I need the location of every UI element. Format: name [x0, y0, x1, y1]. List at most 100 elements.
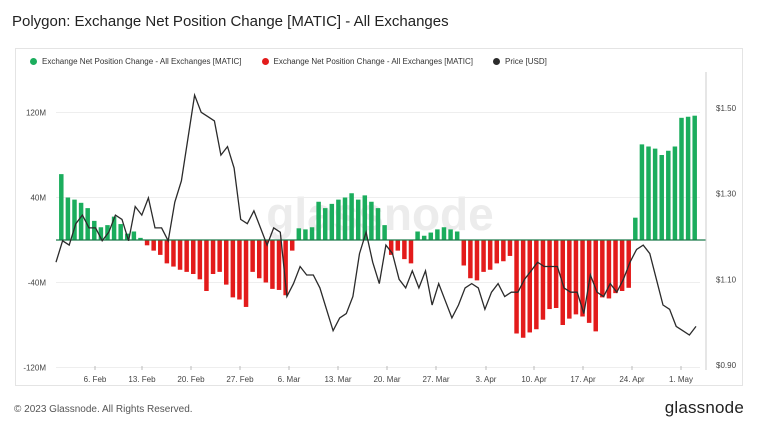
- bar[interactable]: [144, 240, 150, 246]
- bar[interactable]: [237, 240, 242, 300]
- bar[interactable]: [197, 240, 203, 280]
- bar[interactable]: [375, 208, 381, 240]
- bar[interactable]: [606, 240, 612, 299]
- bar[interactable]: [652, 148, 658, 240]
- legend-item-negative[interactable]: Exchange Net Position Change - All Excha…: [261, 57, 473, 66]
- bar[interactable]: [468, 240, 473, 279]
- bar[interactable]: [646, 146, 651, 241]
- bar[interactable]: [679, 117, 684, 240]
- bar[interactable]: [448, 229, 453, 240]
- bar[interactable]: [580, 240, 585, 317]
- bar[interactable]: [474, 240, 480, 281]
- bar[interactable]: [138, 237, 143, 240]
- bar[interactable]: [296, 228, 302, 240]
- bar[interactable]: [217, 240, 222, 272]
- bar[interactable]: [98, 227, 104, 240]
- bar[interactable]: [547, 240, 552, 310]
- bar[interactable]: [263, 240, 269, 283]
- bar[interactable]: [685, 116, 691, 240]
- bar[interactable]: [111, 216, 117, 240]
- bar[interactable]: [501, 240, 506, 262]
- bar[interactable]: [151, 240, 156, 251]
- bar[interactable]: [204, 240, 209, 291]
- bar[interactable]: [593, 240, 598, 332]
- bar[interactable]: [65, 197, 71, 241]
- bar[interactable]: [355, 199, 361, 240]
- copyright: © 2023 Glassnode. All Rights Reserved.: [14, 404, 193, 415]
- bar[interactable]: [520, 240, 526, 338]
- x-tick-label: 20. Feb: [177, 375, 205, 384]
- bar[interactable]: [573, 240, 579, 315]
- bar[interactable]: [131, 231, 137, 241]
- bar[interactable]: [619, 240, 625, 291]
- bar[interactable]: [250, 240, 255, 272]
- bar[interactable]: [613, 240, 618, 294]
- bar[interactable]: [184, 240, 189, 272]
- bar[interactable]: [276, 240, 282, 290]
- bar[interactable]: [540, 240, 546, 320]
- bar[interactable]: [481, 240, 486, 272]
- bar[interactable]: [421, 235, 427, 240]
- y-left-tick-label: -40M: [28, 279, 47, 288]
- bar[interactable]: [672, 146, 678, 241]
- bar[interactable]: [435, 229, 440, 240]
- bar[interactable]: [507, 240, 513, 256]
- bar[interactable]: [428, 232, 434, 240]
- legend-item-positive[interactable]: Exchange Net Position Change - All Excha…: [30, 57, 242, 66]
- bar[interactable]: [633, 217, 638, 240]
- bar[interactable]: [666, 150, 671, 240]
- bar[interactable]: [118, 224, 123, 240]
- bar[interactable]: [316, 201, 321, 240]
- bar[interactable]: [171, 240, 176, 267]
- bar[interactable]: [329, 203, 335, 240]
- bar[interactable]: [177, 240, 183, 270]
- bar[interactable]: [362, 195, 368, 240]
- bar[interactable]: [322, 208, 328, 240]
- bar[interactable]: [92, 220, 97, 240]
- bar[interactable]: [402, 240, 407, 260]
- bar[interactable]: [553, 240, 559, 308]
- bar[interactable]: [243, 240, 249, 307]
- bar[interactable]: [336, 199, 341, 240]
- bar[interactable]: [158, 240, 163, 255]
- bar[interactable]: [256, 240, 262, 279]
- bar[interactable]: [78, 202, 84, 240]
- bar[interactable]: [514, 240, 519, 334]
- bar[interactable]: [567, 240, 572, 319]
- bar[interactable]: [408, 240, 414, 264]
- bar[interactable]: [309, 227, 315, 240]
- bar[interactable]: [388, 240, 394, 255]
- bar[interactable]: [454, 231, 460, 241]
- y-left-tick-label: 40M: [30, 194, 46, 203]
- bar[interactable]: [303, 229, 308, 240]
- bar[interactable]: [461, 240, 467, 266]
- bar[interactable]: [164, 240, 170, 264]
- bar[interactable]: [639, 144, 645, 240]
- bar[interactable]: [395, 240, 401, 251]
- bar[interactable]: [191, 240, 196, 274]
- bar[interactable]: [659, 155, 664, 240]
- bar[interactable]: [224, 240, 229, 285]
- bar[interactable]: [210, 240, 216, 274]
- bar[interactable]: [230, 240, 236, 298]
- bar[interactable]: [692, 115, 697, 240]
- bar[interactable]: [289, 240, 295, 251]
- bar[interactable]: [494, 240, 500, 264]
- bar[interactable]: [105, 225, 110, 240]
- bar[interactable]: [72, 199, 77, 240]
- bar[interactable]: [487, 240, 493, 270]
- bar[interactable]: [527, 240, 532, 333]
- bar[interactable]: [600, 240, 605, 298]
- bar[interactable]: [283, 240, 288, 296]
- bar[interactable]: [415, 231, 420, 241]
- bar[interactable]: [369, 201, 374, 240]
- bar[interactable]: [534, 240, 539, 330]
- bar[interactable]: [382, 225, 387, 240]
- bar[interactable]: [270, 240, 275, 289]
- bar[interactable]: [349, 193, 354, 240]
- bar[interactable]: [59, 174, 64, 240]
- price-line[interactable]: [55, 92, 697, 336]
- legend-item-price[interactable]: Price [USD]: [493, 57, 547, 66]
- bar[interactable]: [342, 197, 348, 241]
- bar[interactable]: [441, 227, 447, 240]
